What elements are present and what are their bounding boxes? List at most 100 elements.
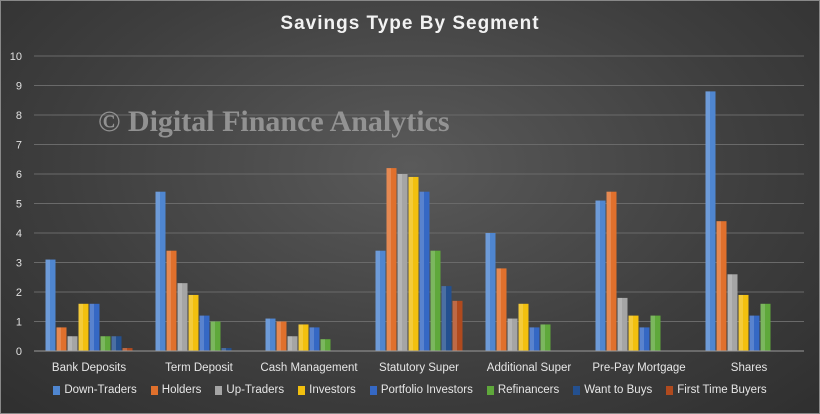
bar (540, 324, 551, 351)
legend-item: Holders (150, 384, 202, 396)
legend-item: Up-Traders (215, 384, 284, 396)
bar-highlight (617, 297, 622, 351)
bar-highlight (166, 250, 171, 351)
y-tick-label: 7 (16, 140, 22, 152)
bar (375, 250, 386, 351)
bar-highlight (210, 321, 215, 351)
legend-label: Want to Buys (584, 384, 653, 396)
legend-label: First Time Buyers (677, 384, 767, 396)
legend-swatch (369, 385, 377, 395)
bar-highlight (529, 327, 534, 351)
bar (276, 321, 287, 351)
bar-highlight (430, 250, 435, 351)
y-tick-label: 9 (16, 81, 22, 93)
bar-highlight (419, 191, 424, 351)
bar-body (188, 294, 199, 351)
bar (408, 176, 419, 351)
bar-body (111, 336, 122, 351)
bar-highlight (265, 318, 270, 351)
bar-body (67, 336, 78, 351)
bar (166, 250, 177, 351)
legend-swatch (298, 385, 306, 395)
bar-body (199, 315, 210, 351)
bar-body (496, 268, 507, 351)
bar (760, 303, 771, 351)
bar (430, 250, 441, 351)
bar-body (507, 318, 518, 351)
bar (738, 294, 749, 351)
legend-item: Portfolio Investors (369, 384, 473, 396)
bar-body (485, 233, 496, 351)
bar-highlight (122, 348, 127, 351)
legend-label: Portfolio Investors (380, 384, 473, 396)
x-tick-label: Shares (731, 362, 768, 374)
watermark: © Digital Finance Analytics (98, 105, 450, 138)
bar-highlight (287, 336, 292, 351)
legend-label: Holders (161, 384, 202, 396)
bar (287, 336, 298, 351)
bar (309, 327, 320, 351)
legend-swatch (666, 385, 674, 395)
legend-label: Investors (309, 384, 356, 396)
legend-label: Refinancers (497, 384, 560, 396)
y-tick-label: 2 (16, 287, 22, 299)
bar-highlight (56, 327, 61, 351)
bar-body (122, 348, 133, 351)
bar-body (727, 274, 738, 351)
bar (749, 315, 760, 351)
bar-body (606, 191, 617, 351)
bar-highlight (518, 303, 523, 351)
legend-item: First Time Buyers (666, 384, 767, 396)
y-tick-label: 5 (16, 199, 22, 211)
bar (45, 259, 56, 351)
bar (122, 348, 133, 351)
bar (397, 174, 408, 351)
bar-highlight (45, 259, 50, 351)
bar-body (276, 321, 287, 351)
x-tick-label: Term Deposit (165, 362, 234, 374)
bar-body (716, 221, 727, 351)
bar-body (749, 315, 760, 351)
bar-highlight (67, 336, 72, 351)
bar (298, 324, 309, 351)
bar (639, 327, 650, 351)
bar-body (45, 259, 56, 351)
legend-swatch (486, 385, 494, 395)
bar-highlight (100, 336, 105, 351)
bar (485, 233, 496, 351)
bar-body (595, 200, 606, 351)
bar-highlight (507, 318, 512, 351)
bar-body (221, 348, 232, 351)
bar-highlight (111, 336, 116, 351)
x-tick-label: Pre-Pay Mortgage (592, 362, 685, 374)
bar-body (210, 321, 221, 351)
bar-highlight (320, 339, 325, 351)
bar-highlight (452, 300, 457, 351)
bar-highlight (309, 327, 314, 351)
legend-item: Refinancers (486, 384, 560, 396)
legend-label: Up-Traders (226, 384, 285, 396)
bar-highlight (441, 286, 446, 351)
bar-highlight (408, 176, 413, 351)
bar (221, 348, 232, 351)
bar-body (298, 324, 309, 351)
bar-body (397, 174, 408, 351)
bar-body (705, 91, 716, 352)
bar-highlight (221, 348, 226, 351)
x-tick-label: Cash Management (260, 362, 358, 374)
bar (452, 300, 463, 351)
bar (155, 191, 166, 351)
bar-body (617, 297, 628, 351)
bar (386, 168, 397, 351)
bar-highlight (375, 250, 380, 351)
bar (100, 336, 111, 351)
bar-highlight (276, 321, 281, 351)
bar-highlight (397, 174, 402, 351)
chart-legend: Down-Traders Holders Up-Traders Investors Po… (1, 384, 819, 396)
y-tick-label: 10 (10, 51, 22, 63)
bar-body (639, 327, 650, 351)
y-tick-label: 4 (16, 228, 22, 240)
bar-highlight (749, 315, 754, 351)
